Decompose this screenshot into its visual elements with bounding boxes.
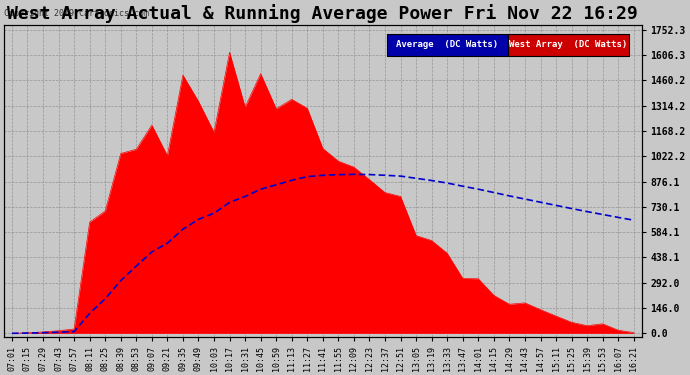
- Text: Copyright 2019 Cartronics.com: Copyright 2019 Cartronics.com: [4, 9, 149, 18]
- Title: West Array Actual & Running Average Power Fri Nov 22 16:29: West Array Actual & Running Average Powe…: [8, 4, 638, 23]
- FancyBboxPatch shape: [508, 34, 629, 56]
- Text: Average  (DC Watts): Average (DC Watts): [396, 40, 498, 50]
- FancyBboxPatch shape: [386, 34, 508, 56]
- Text: West Array  (DC Watts): West Array (DC Watts): [509, 40, 627, 50]
